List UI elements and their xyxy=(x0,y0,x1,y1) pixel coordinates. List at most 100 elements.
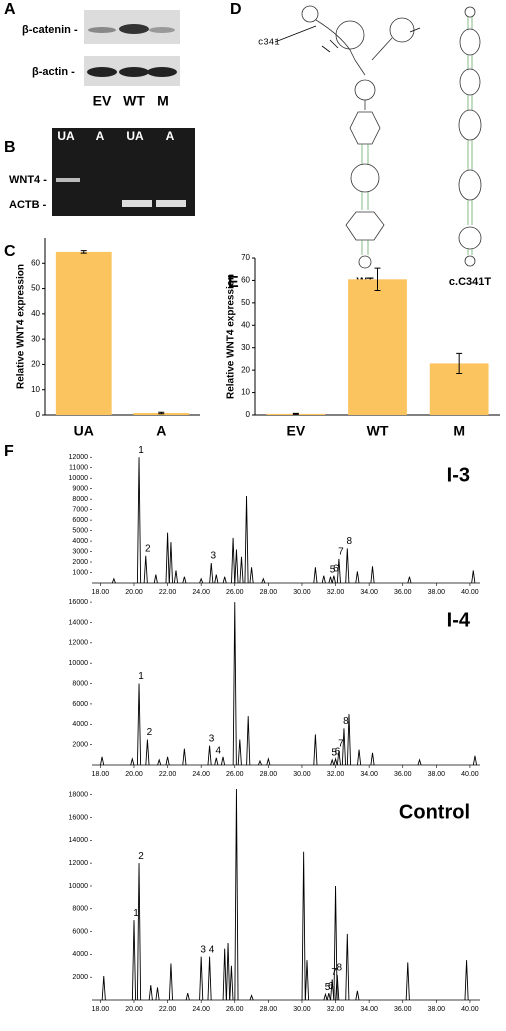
y-tick-label: 10 xyxy=(31,385,40,394)
x-tick-label: 28.00 xyxy=(260,771,278,778)
y-axis-label: Relative WNT4 expression xyxy=(16,264,27,389)
panel-label: D xyxy=(230,1,242,18)
peak xyxy=(209,563,214,584)
lane-label: WT xyxy=(123,93,145,109)
peak xyxy=(266,757,271,766)
lane-label: M xyxy=(157,93,169,109)
peak xyxy=(346,714,352,766)
y-tick-label: 30 xyxy=(241,343,250,352)
y-tick-label: 4000 xyxy=(72,538,88,545)
peak xyxy=(336,750,341,766)
peak xyxy=(153,574,158,584)
peak xyxy=(323,992,328,1001)
peak xyxy=(145,739,150,766)
peak xyxy=(234,549,239,584)
x-tick-label: 30.00 xyxy=(293,771,311,778)
y-tick-label: 70 xyxy=(241,253,250,262)
x-tick-label: 28.00 xyxy=(260,589,278,596)
y-tick-label: 30 xyxy=(31,334,40,343)
peak xyxy=(331,575,336,584)
error-bar xyxy=(158,411,165,415)
peak xyxy=(155,987,160,1001)
y-tick-label: 8000 xyxy=(72,906,88,913)
peak xyxy=(182,576,187,584)
error-bar xyxy=(80,250,87,254)
x-tick-label: 32.00 xyxy=(327,771,345,778)
peak xyxy=(111,577,116,584)
peak xyxy=(229,965,234,1001)
x-tick-label: 34.00 xyxy=(360,771,378,778)
peak-label: 2 xyxy=(138,851,144,862)
peak xyxy=(207,956,212,1001)
y-tick-label: 50 xyxy=(31,284,40,293)
peak-label: 7 xyxy=(338,738,344,749)
y-tick-label: 4000 xyxy=(72,951,88,958)
peak xyxy=(471,570,476,584)
x-tick-label: 38.00 xyxy=(428,771,446,778)
x-tick-label: 30.00 xyxy=(293,589,311,596)
peak xyxy=(304,960,310,1001)
y-tick-label: 2000 xyxy=(72,974,88,981)
peak xyxy=(333,757,338,766)
peak-label: 4 xyxy=(216,746,222,757)
peak xyxy=(249,994,254,1001)
peak-label: 1 xyxy=(138,445,144,456)
panel-label: C xyxy=(4,243,16,260)
trace-name: I-3 xyxy=(447,464,470,486)
gel-lane-label: A xyxy=(96,129,105,143)
lane-label: EV xyxy=(93,93,112,109)
structure-annotation: c341 xyxy=(258,37,280,47)
blot-row-label: β-catenin - xyxy=(22,24,78,36)
x-tick-label: 36.00 xyxy=(394,589,412,596)
peak xyxy=(355,990,360,1001)
x-tick-label: 24.00 xyxy=(192,1006,210,1013)
y-tick-label: 50 xyxy=(241,298,250,307)
peak xyxy=(220,756,226,766)
x-tick-label: EV xyxy=(286,423,305,439)
peak xyxy=(336,558,341,584)
y-tick-label: 8000 xyxy=(72,496,88,503)
y-tick-label: 6000 xyxy=(72,928,88,935)
y-tick-label: 11000 xyxy=(69,465,88,472)
blot xyxy=(84,10,180,86)
x-tick-label: 24.00 xyxy=(192,589,210,596)
peak xyxy=(136,457,142,584)
rna-structure xyxy=(274,5,482,269)
y-tick-label: 18000 xyxy=(69,792,89,799)
bar xyxy=(55,251,112,415)
y-tick-label: 40 xyxy=(241,320,250,329)
y-tick-label: 60 xyxy=(241,276,250,285)
peak xyxy=(257,759,262,766)
y-tick-label: 9000 xyxy=(72,486,88,493)
y-tick-label: 12000 xyxy=(69,640,89,647)
peak xyxy=(222,948,227,1001)
peak xyxy=(244,496,249,584)
error-bar xyxy=(374,267,381,292)
panel-label: A xyxy=(4,1,16,18)
peak-label: 5 xyxy=(330,564,336,575)
peak xyxy=(345,548,350,584)
x-tick-label: 26.00 xyxy=(226,1006,244,1013)
peak xyxy=(333,885,338,1001)
x-tick-label: 36.00 xyxy=(394,1006,412,1013)
peak xyxy=(136,863,142,1001)
x-tick-label: 36.00 xyxy=(394,771,412,778)
peak-label: 5 xyxy=(325,982,331,993)
panel-label: F xyxy=(4,443,14,460)
peak xyxy=(148,985,153,1001)
peak xyxy=(234,788,239,1001)
peak xyxy=(464,960,469,1001)
y-tick-label: 12000 xyxy=(69,454,89,461)
x-tick-label: 22.00 xyxy=(159,771,177,778)
gel xyxy=(52,128,195,216)
peak xyxy=(207,745,212,766)
error-bar xyxy=(292,412,299,415)
x-tick-label: 26.00 xyxy=(226,771,244,778)
peak-label: 6 xyxy=(328,981,334,992)
trace-name: Control xyxy=(399,801,470,823)
x-tick-label: 20.00 xyxy=(125,1006,143,1013)
peak-label: 6 xyxy=(333,563,339,574)
x-tick-label: 34.00 xyxy=(360,589,378,596)
x-tick-label: 38.00 xyxy=(428,1006,446,1013)
peak xyxy=(330,979,335,1001)
